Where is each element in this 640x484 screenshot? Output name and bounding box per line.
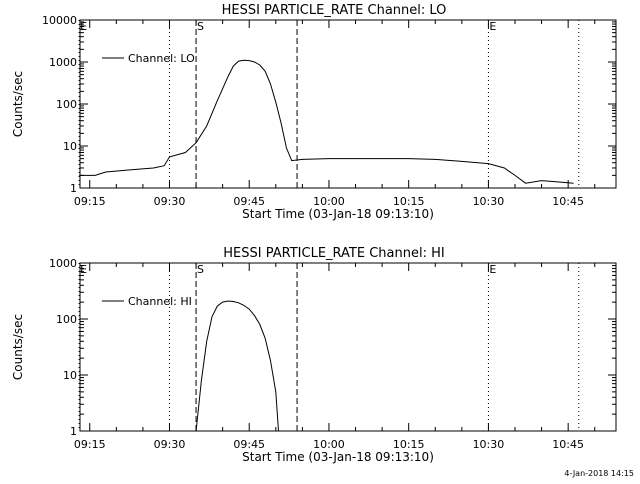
x-tick-label: 10:45 <box>552 438 584 451</box>
x-tick-label: 10:45 <box>552 195 584 208</box>
marker-label: S <box>197 263 204 276</box>
chart-panel-2: HESSI PARTICLE_RATE Channel: HI 09:15 09:3… <box>11 246 617 464</box>
x-tick-label: 09:30 <box>154 195 186 208</box>
legend-entry: Channel: LO <box>128 52 195 65</box>
plot-frame <box>79 19 617 189</box>
x-tick-label: 10:30 <box>473 438 505 451</box>
chart-title: HESSI PARTICLE_RATE Channel: LO <box>222 3 447 18</box>
y-tick-label: 10 <box>63 369 77 382</box>
x-tick-label: 10:15 <box>393 195 425 208</box>
x-tick-label: 09:15 <box>74 438 106 451</box>
x-tick-label: 09:45 <box>233 438 265 451</box>
x-tick-label: 10:00 <box>313 438 345 451</box>
y-tick-label: 1 <box>70 182 77 195</box>
y-tick-label: 1 <box>70 425 77 438</box>
plot-frame <box>79 262 617 432</box>
x-tick-label: 09:30 <box>154 438 186 451</box>
x-tick-label: 09:45 <box>233 195 265 208</box>
y-tick-label: 100 <box>56 98 77 111</box>
x-tick-label: 10:30 <box>473 195 505 208</box>
footer-timestamp: 4-Jan-2018 14:15 <box>564 469 634 478</box>
marker-label: S <box>197 20 204 33</box>
marker-label: E <box>80 263 87 276</box>
series-line-1 <box>195 300 279 432</box>
x-tick-label: 10:15 <box>393 438 425 451</box>
x-tick-label: 09:15 <box>74 195 106 208</box>
series-line-1 <box>79 59 574 184</box>
chart-panel-1: HESSI PARTICLE_RATE Channel: LO 09:15 09:3… <box>11 3 617 221</box>
y-axis-label: Counts/sec <box>11 314 25 380</box>
y-tick-label: 10000 <box>42 14 77 27</box>
marker-label: E <box>489 20 496 33</box>
x-axis-label: Start Time (03-Jan-18 09:13:10) <box>242 450 434 464</box>
chart-title: HESSI PARTICLE_RATE Channel: HI <box>223 246 444 261</box>
y-tick-label: 1000 <box>49 56 77 69</box>
y-tick-label: 1000 <box>49 257 77 270</box>
marker-label: E <box>80 20 87 33</box>
legend-entry: Channel: HI <box>128 295 192 308</box>
y-axis-label: Counts/sec <box>11 71 25 137</box>
x-axis-label: Start Time (03-Jan-18 09:13:10) <box>242 207 434 221</box>
marker-label: E <box>489 263 496 276</box>
x-tick-label: 10:00 <box>313 195 345 208</box>
y-tick-label: 10 <box>63 140 77 153</box>
y-tick-label: 100 <box>56 313 77 326</box>
